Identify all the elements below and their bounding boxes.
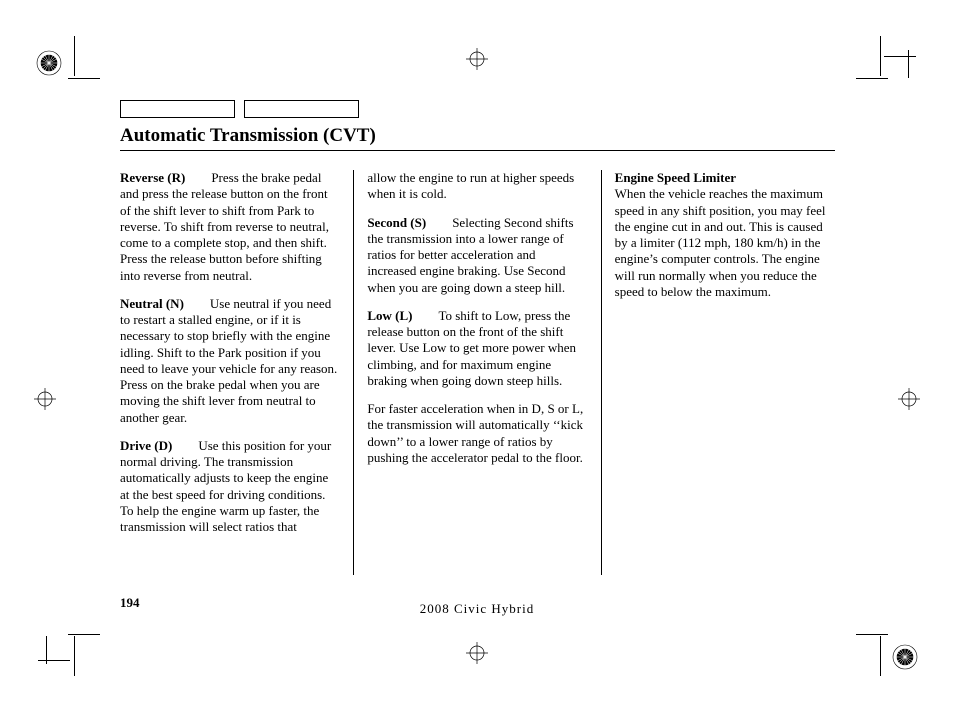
paragraph-lead: Reverse (R) <box>120 170 185 185</box>
column-2: allow the engine to run at higher speeds… <box>357 170 597 575</box>
paragraph-text: allow the engine to run at higher speeds… <box>367 170 574 201</box>
header-box-2 <box>244 100 359 118</box>
crop-tr-h <box>856 78 888 79</box>
page-title: Automatic Transmission (CVT) <box>120 125 376 147</box>
crop-bl-v2 <box>74 636 75 676</box>
paragraph: Reverse (R)Press the brake pedal and pre… <box>120 170 340 284</box>
column-separator-1 <box>353 170 354 575</box>
paragraph: allow the engine to run at higher speeds… <box>367 170 587 203</box>
body-columns: Reverse (R)Press the brake pedal and pre… <box>120 170 835 575</box>
paragraph: Engine Speed LimiterWhen the vehicle rea… <box>615 170 835 300</box>
paragraph-lead: Drive (D) <box>120 438 172 453</box>
crop-bl-h <box>38 660 70 661</box>
paragraph: Low (L)To shift to Low, press the releas… <box>367 308 587 389</box>
paragraph: Second (S)Selecting Second shifts the tr… <box>367 215 587 296</box>
column-3: Engine Speed LimiterWhen the vehicle rea… <box>605 170 835 575</box>
paragraph-lead: Engine Speed Limiter <box>615 170 736 185</box>
paragraph-text: For faster acceleration when in D, S or … <box>367 401 583 465</box>
paragraph-lead: Neutral (N) <box>120 296 184 311</box>
paragraph-text: Press the brake pedal and press the rele… <box>120 170 329 283</box>
title-rule <box>120 150 835 151</box>
reg-top-left-star <box>34 48 64 78</box>
crop-br-v <box>880 636 881 676</box>
crop-tr-v2 <box>908 50 909 78</box>
reg-bottom-right-star <box>890 642 920 672</box>
paragraph-text: When the vehicle reaches the maximum spe… <box>615 186 826 299</box>
manual-page: Automatic Transmission (CVT) Reverse (R)… <box>0 0 954 710</box>
column-1: Reverse (R)Press the brake pedal and pre… <box>120 170 350 575</box>
paragraph: For faster acceleration when in D, S or … <box>367 401 587 466</box>
column-separator-2 <box>601 170 602 575</box>
paragraph: Drive (D)Use this position for your norm… <box>120 438 340 536</box>
reg-mid-right-cross <box>898 388 920 410</box>
crop-tr-h2 <box>884 56 916 57</box>
paragraph: Neutral (N)Use neutral if you need to re… <box>120 296 340 426</box>
header-box-1 <box>120 100 235 118</box>
paragraph-lead: Second (S) <box>367 215 426 230</box>
reg-top-center-cross <box>466 48 488 70</box>
crop-tr-v <box>880 36 881 76</box>
crop-br-h <box>856 634 888 635</box>
reg-bottom-center-cross <box>466 642 488 664</box>
crop-bl-h2 <box>68 634 100 635</box>
paragraph-lead: Low (L) <box>367 308 412 323</box>
paragraph-text: Use neutral if you need to restart a sta… <box>120 296 337 425</box>
footer-center-text: 2008 Civic Hybrid <box>0 601 954 617</box>
reg-mid-left-cross <box>34 388 56 410</box>
crop-tl-v <box>74 36 75 76</box>
crop-tl-h <box>68 78 100 79</box>
